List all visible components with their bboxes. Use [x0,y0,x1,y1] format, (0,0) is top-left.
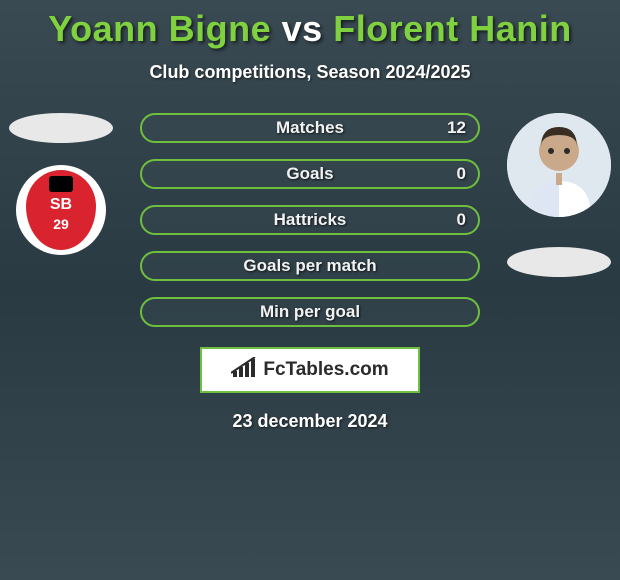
club-badge-sub: 29 [53,216,69,232]
club-badge-icon: SB 29 [26,170,96,250]
brand-text: FcTables.com [263,359,388,381]
stat-right-value: 0 [457,210,466,230]
brand-box[interactable]: FcTables.com [200,347,420,393]
page-title: Yoann Bigne vs Florent Hanin [0,0,620,50]
player1-photo-placeholder [9,113,113,143]
player2-club-badge-placeholder [507,247,611,277]
stat-row-min-per-goal: Min per goal [140,297,480,327]
stat-row-matches: Matches 12 [140,113,480,143]
stat-right-value: 12 [447,118,466,138]
right-column [504,113,614,277]
vs-text: vs [282,8,323,49]
stat-row-goals-per-match: Goals per match [140,251,480,281]
portrait-icon [507,113,611,217]
stat-label: Goals per match [243,256,376,276]
date-line: 23 december 2024 [0,411,620,432]
club-badge-text: SB [50,196,72,214]
player2-name: Florent Hanin [333,8,572,49]
left-column: SB 29 [6,113,116,255]
stats-list: Matches 12 Goals 0 Hattricks 0 Goals per… [140,113,480,327]
player2-photo [507,113,611,217]
player1-club-badge: SB 29 [16,165,106,255]
subtitle: Club competitions, Season 2024/2025 [0,62,620,83]
stat-right-value: 0 [457,164,466,184]
stat-row-goals: Goals 0 [140,159,480,189]
stats-area: SB 29 Matches 12 G [0,113,620,327]
stat-row-hattricks: Hattricks 0 [140,205,480,235]
player1-name: Yoann Bigne [48,8,271,49]
stat-label: Min per goal [260,302,360,322]
bar-chart-icon [231,357,257,384]
stat-label: Matches [276,118,344,138]
stat-label: Goals [286,164,333,184]
stat-label: Hattricks [274,210,347,230]
